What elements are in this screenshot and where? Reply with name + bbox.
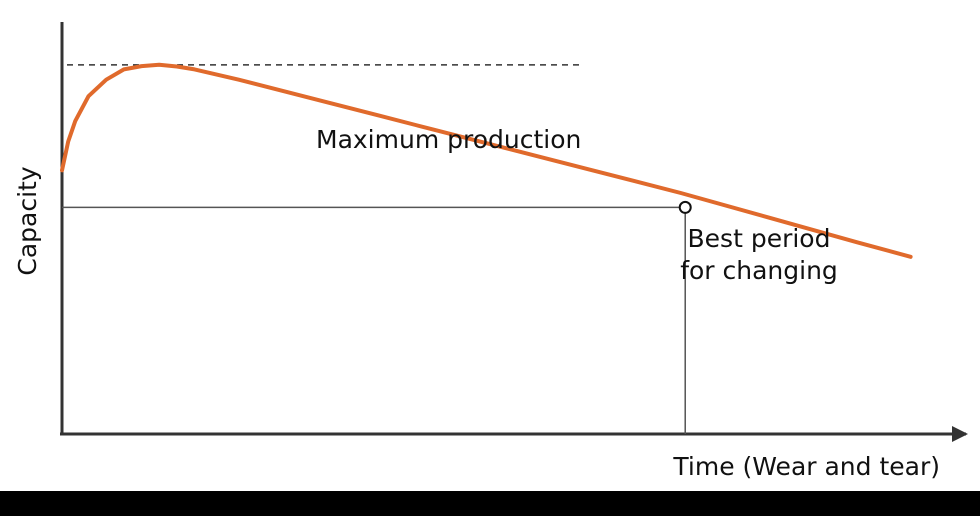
y-axis-label: Capacity xyxy=(13,166,42,275)
maximum-production-label: Maximum production xyxy=(316,125,581,154)
best-period-label-line1: Best period xyxy=(688,224,831,253)
best-period-label-line2: for changing xyxy=(680,256,838,285)
best-period-point xyxy=(678,200,692,214)
bottom-bar xyxy=(0,491,980,516)
capacity-curve xyxy=(60,62,913,259)
x-axis-label: Time (Wear and tear) xyxy=(672,452,940,481)
